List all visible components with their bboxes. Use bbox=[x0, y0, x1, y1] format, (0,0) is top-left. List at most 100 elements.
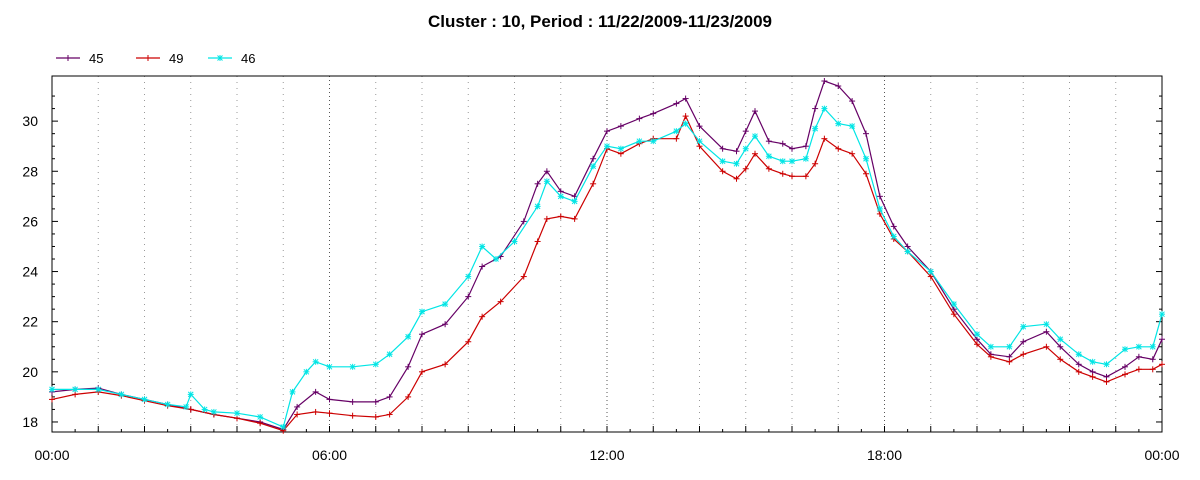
data-point bbox=[765, 153, 772, 160]
data-point bbox=[419, 308, 425, 315]
data-point bbox=[779, 140, 786, 147]
data-point bbox=[280, 423, 287, 430]
data-point bbox=[835, 83, 842, 90]
data-point bbox=[682, 120, 689, 127]
data-point bbox=[479, 313, 486, 320]
data-point bbox=[520, 218, 527, 225]
y-tick-label: 20 bbox=[22, 364, 38, 380]
data-point bbox=[419, 368, 425, 375]
data-point bbox=[479, 263, 486, 270]
data-point bbox=[465, 273, 472, 280]
data-point bbox=[294, 403, 301, 410]
data-point bbox=[617, 150, 624, 157]
data-point bbox=[812, 160, 819, 167]
data-point bbox=[571, 215, 578, 222]
data-point bbox=[1006, 343, 1013, 350]
data-point bbox=[789, 158, 795, 165]
data-point bbox=[386, 393, 393, 400]
legend-label: 45 bbox=[89, 51, 103, 66]
data-point bbox=[1159, 361, 1165, 368]
data-point bbox=[187, 391, 194, 398]
data-point bbox=[312, 388, 319, 395]
data-point bbox=[927, 268, 934, 275]
chart-title: Cluster : 10, Period : 11/22/2009-11/23/… bbox=[428, 12, 772, 31]
data-point bbox=[682, 113, 689, 120]
data-point bbox=[590, 155, 597, 162]
data-point bbox=[696, 138, 703, 145]
data-point bbox=[1135, 343, 1142, 350]
data-point bbox=[571, 198, 578, 205]
data-point bbox=[405, 333, 412, 340]
data-point bbox=[719, 145, 726, 152]
data-point bbox=[890, 233, 897, 240]
data-point bbox=[765, 165, 772, 172]
data-point bbox=[1089, 358, 1096, 365]
data-point bbox=[534, 203, 541, 210]
x-tick-label: 18:00 bbox=[867, 447, 902, 463]
data-point bbox=[118, 391, 125, 398]
data-point bbox=[294, 411, 301, 418]
legend-label: 46 bbox=[241, 51, 255, 66]
data-point bbox=[779, 170, 786, 177]
data-point bbox=[802, 173, 809, 180]
data-point bbox=[465, 338, 472, 345]
data-point bbox=[372, 398, 379, 405]
data-point bbox=[164, 401, 171, 408]
data-point bbox=[1149, 356, 1156, 363]
data-point bbox=[1075, 361, 1082, 368]
data-point bbox=[802, 143, 809, 150]
data-point bbox=[987, 343, 994, 350]
data-point bbox=[1006, 358, 1013, 365]
data-point bbox=[1075, 368, 1082, 375]
legend-item-45: 45 bbox=[56, 51, 103, 66]
data-point bbox=[1149, 366, 1156, 373]
data-point bbox=[95, 386, 102, 393]
y-tick-label: 30 bbox=[22, 113, 38, 129]
data-point bbox=[405, 363, 412, 370]
data-point bbox=[863, 130, 869, 137]
series-49 bbox=[49, 113, 1165, 434]
data-point bbox=[183, 403, 190, 410]
data-point bbox=[812, 105, 819, 112]
data-point bbox=[682, 95, 689, 102]
data-point bbox=[210, 408, 217, 415]
data-point bbox=[950, 311, 957, 318]
y-tick-label: 24 bbox=[22, 264, 38, 280]
data-point bbox=[465, 293, 472, 300]
data-point bbox=[557, 193, 564, 200]
data-point bbox=[636, 138, 643, 145]
data-point bbox=[673, 100, 680, 107]
data-point bbox=[234, 415, 240, 422]
data-point bbox=[372, 413, 379, 420]
data-point bbox=[950, 301, 957, 308]
data-point bbox=[534, 180, 541, 187]
data-point bbox=[733, 148, 740, 155]
axis-layer: 00:00 06:00 12:00 18:00 00:00 18 20 22 24 26 28 30 bbox=[22, 75, 1180, 463]
data-point bbox=[779, 158, 786, 165]
data-point bbox=[1122, 363, 1128, 370]
data-point bbox=[1089, 368, 1096, 375]
y-tick-label: 22 bbox=[22, 314, 38, 330]
data-point bbox=[863, 155, 869, 162]
data-point bbox=[1135, 366, 1142, 373]
data-point bbox=[789, 145, 795, 152]
data-point bbox=[974, 331, 980, 338]
series-46 bbox=[49, 105, 1165, 430]
data-point bbox=[835, 145, 842, 152]
data-point bbox=[1135, 353, 1142, 360]
data-point bbox=[442, 361, 449, 368]
data-point bbox=[405, 393, 412, 400]
data-point bbox=[904, 243, 911, 250]
x-tick-label: 00:00 bbox=[34, 447, 69, 463]
data-point bbox=[234, 410, 240, 417]
data-point bbox=[987, 353, 994, 360]
x-tick-label: 00:00 bbox=[1144, 447, 1179, 463]
data-point bbox=[479, 243, 486, 250]
legend-item-46: 46 bbox=[208, 51, 255, 66]
data-point bbox=[812, 125, 819, 132]
data-point bbox=[765, 138, 772, 145]
data-point bbox=[974, 341, 980, 348]
data-point bbox=[511, 238, 518, 245]
data-point bbox=[442, 301, 449, 308]
data-point bbox=[372, 361, 379, 368]
